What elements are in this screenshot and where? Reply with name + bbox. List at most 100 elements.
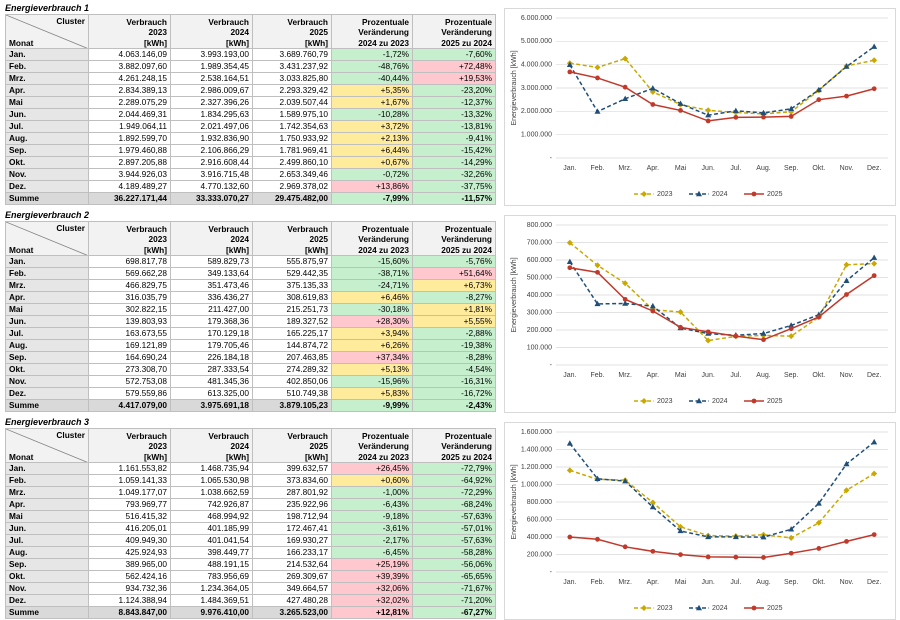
marker (816, 97, 822, 103)
total-row: Summe 4.417.079,00 3.975.691,18 3.879.105,2… (5, 399, 496, 412)
marker (816, 546, 822, 551)
change-cell: -1,72% (331, 48, 413, 61)
consumption-cell: 4.189.489,27 (88, 180, 171, 193)
data-row: Dez. 579.559,86 613.325,00 510.749,38 +5,83%… (5, 387, 496, 400)
x-tick-label: Apr. (647, 372, 660, 379)
consumption-cell: 3.431.237,92 (252, 60, 332, 73)
change-cell: -71,20% (412, 594, 496, 607)
consumption-cell: 1.892.599,70 (88, 132, 171, 145)
consumption-cell: 3.689.760,79 (252, 48, 332, 61)
marker (650, 548, 656, 554)
x-tick-label: Mrz. (618, 165, 632, 172)
change-cell: +26,45% (331, 462, 413, 475)
marker (760, 533, 767, 540)
data-row: Mai 516.415,32 468.994,92 198.712,94 -9,18% -… (5, 510, 496, 523)
column-header: Verbrauch 2023 [kWh] (88, 428, 171, 463)
consumption-cell: 316.035,79 (88, 291, 171, 304)
x-tick-label: Jun. (702, 372, 715, 379)
marker (761, 337, 766, 343)
marker (815, 86, 822, 93)
corner-top: Cluster (56, 16, 85, 26)
change-cell: -56,06% (412, 558, 496, 571)
marker (871, 532, 877, 537)
data-row: Okt. 273.308,70 287.333,54 274.289,32 +5,13%… (5, 363, 496, 376)
marker (566, 467, 573, 474)
marker (761, 114, 766, 120)
consumption-cell: 3.882.097,60 (88, 60, 171, 73)
row-label: Jan. (5, 462, 89, 475)
change-cell: -58,28% (412, 546, 496, 559)
row-label: Sep. (5, 558, 89, 571)
change-cell: +25,19% (331, 558, 413, 571)
marker (871, 57, 878, 64)
data-row: Feb. 569.662,28 349.133,64 529.442,35 -38,71… (5, 267, 496, 280)
legend-marker (696, 604, 702, 611)
change-cell: -15,96% (331, 375, 413, 388)
legend-marker (696, 190, 702, 197)
y-tick-label: 1.000.000 (521, 132, 552, 139)
total-row: Summe 8.843.847,00 9.976.410,00 3.265.523,0… (5, 606, 496, 619)
data-row: Jan. 698.817,78 589.829,73 555.875,97 -15,60… (5, 255, 496, 268)
change-cell: -4,54% (412, 363, 496, 376)
change-cell: -2,88% (412, 327, 496, 340)
row-label: Mrz. (5, 486, 89, 499)
data-row: Nov. 572.753,08 481.345,36 402.850,06 -15,96… (5, 375, 496, 388)
marker (788, 105, 795, 112)
column-header: Verbrauch 2024 [kWh] (170, 14, 253, 49)
marker (650, 308, 656, 314)
consumption-cell: 164.690,24 (88, 351, 171, 364)
row-label: Okt. (5, 363, 89, 376)
marker (871, 43, 878, 49)
x-tick-label: Feb. (590, 165, 604, 172)
marker (843, 277, 850, 283)
consumption-cell: 1.834.295,63 (170, 108, 253, 121)
consumption-cell: 1.234.364,05 (170, 582, 253, 595)
consumption-cell: 1.038.662,59 (170, 486, 253, 499)
marker (622, 95, 629, 101)
consumption-cell: 9.976.410,00 (170, 606, 253, 619)
legend-marker (641, 398, 647, 404)
marker (677, 523, 684, 530)
row-label: Summe (5, 606, 89, 619)
change-cell: -6,43% (331, 498, 413, 511)
change-cell: +28,30% (331, 315, 413, 328)
marker (733, 554, 739, 560)
data-row: Feb. 1.059.141,33 1.065.530,98 373.834,60 +0… (5, 474, 496, 487)
change-cell: -23,20% (412, 84, 496, 97)
marker (595, 75, 600, 81)
marker (788, 526, 795, 532)
change-cell: +0,67% (331, 156, 413, 169)
consumption-cell: 572.753,08 (88, 375, 171, 388)
change-cell: +32,06% (331, 582, 413, 595)
change-cell: +32,02% (331, 594, 413, 607)
data-row: Nov. 934.732,36 1.234.364,05 349.664,57 +32,… (5, 582, 496, 595)
marker (649, 85, 656, 91)
marker (677, 309, 684, 316)
consumption-cell: 481.345,36 (170, 375, 253, 388)
row-label: Okt. (5, 156, 89, 169)
data-row: Okt. 2.897.205,88 2.916.608,44 2.499.860,10… (5, 156, 496, 169)
change-cell: -2,17% (331, 534, 413, 547)
consumption-cell: 4.417.079,00 (88, 399, 171, 412)
marker (649, 499, 656, 506)
change-cell: +2,13% (331, 132, 413, 145)
consumption-cell: 2.916.608,44 (170, 156, 253, 169)
marker (622, 296, 628, 302)
y-tick-label: - (550, 569, 553, 576)
change-cell: -32,26% (412, 168, 496, 181)
column-header: Verbrauch 2025 [kWh] (252, 428, 332, 463)
change-cell: -11,57% (412, 192, 496, 205)
change-cell: +6,73% (412, 279, 496, 292)
x-tick-label: Okt. (812, 165, 825, 172)
marker (594, 262, 601, 269)
consumption-cell: 211.427,00 (170, 303, 253, 316)
consumption-cell: 1.161.553,82 (88, 462, 171, 475)
marker (843, 63, 850, 69)
y-axis-label: Energieverbrauch [kWh] (511, 50, 518, 125)
data-row: Feb. 3.882.097,60 1.989.354,45 3.431.237,92… (5, 60, 496, 73)
row-label: Dez. (5, 387, 89, 400)
consumption-cell: 215.251,73 (252, 303, 332, 316)
change-cell: +51,64% (412, 267, 496, 280)
y-tick-label: 100.000 (527, 344, 552, 351)
x-tick-label: Aug. (756, 372, 770, 379)
